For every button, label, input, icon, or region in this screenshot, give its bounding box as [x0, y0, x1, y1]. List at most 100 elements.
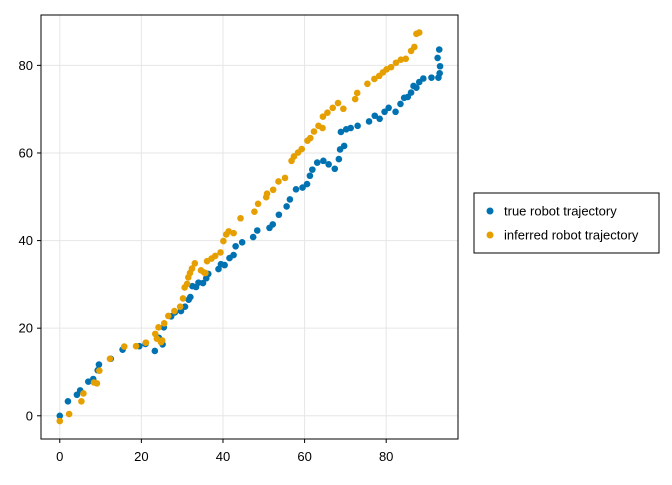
series-2-point	[202, 269, 209, 277]
series-1-point	[221, 261, 228, 269]
series-2-point	[155, 324, 162, 331]
series-1-point	[428, 74, 435, 81]
series-2-point	[364, 80, 371, 88]
series-2-point	[298, 145, 306, 153]
series-2-point	[217, 249, 224, 256]
series-1-point	[249, 233, 257, 241]
series-1-point	[320, 157, 327, 165]
series-1-point	[434, 54, 441, 62]
series-2-point	[220, 237, 227, 245]
series-2-point	[387, 63, 395, 71]
series-2-point	[269, 186, 277, 194]
series-2-point	[179, 295, 187, 302]
series-1-point	[335, 155, 343, 163]
series-1-point	[283, 203, 290, 210]
series-2-point	[307, 134, 314, 142]
series-1-point	[435, 46, 443, 53]
series-2-point	[120, 343, 128, 350]
series-2-point	[158, 337, 166, 344]
series-2-point	[106, 355, 114, 363]
series-2-point	[371, 75, 378, 83]
series-2-point	[402, 55, 410, 63]
series-1-point	[371, 112, 379, 120]
series-1-point	[181, 303, 189, 311]
x-tick-label: 80	[379, 449, 393, 464]
series-1-point	[397, 100, 404, 108]
series-1-point	[199, 279, 207, 287]
series-2-point	[281, 174, 289, 182]
legend-label: true robot trajectory	[504, 204, 617, 219]
series-2-point	[262, 193, 270, 201]
series-1-point	[313, 159, 321, 166]
y-tick-label: 40	[19, 233, 33, 248]
series-1-point	[337, 128, 345, 136]
series-2-point	[132, 342, 140, 350]
series-1-point	[151, 347, 159, 355]
series-1-point	[286, 196, 294, 203]
points-layer	[56, 29, 444, 425]
series-1-point	[306, 172, 314, 180]
series-2-point	[93, 380, 101, 387]
series-1-point	[413, 84, 420, 92]
series-2-point	[56, 417, 64, 425]
series-1-point	[331, 165, 339, 173]
series-2-point	[319, 113, 327, 120]
series-1-point	[376, 115, 383, 123]
x-tick-label: 60	[297, 449, 311, 464]
y-tick-label: 60	[19, 145, 33, 160]
series-2-point	[65, 410, 73, 418]
series-1-point	[347, 124, 354, 132]
series-2-point	[251, 208, 258, 215]
series-1-point	[292, 186, 300, 193]
series-1-point	[95, 361, 103, 368]
series-1-point	[407, 89, 415, 96]
series-1-point	[309, 166, 316, 173]
x-tick-label: 20	[134, 449, 148, 464]
series-1-point	[269, 221, 277, 228]
series-1-point	[436, 69, 443, 77]
series-2-point	[324, 109, 331, 116]
series-1-point	[365, 118, 373, 125]
series-2-point	[78, 398, 85, 405]
x-tick-label: 40	[216, 449, 230, 464]
series-1-point	[385, 104, 392, 112]
series-2-point	[142, 339, 150, 346]
legend-label: inferred robot trajectory	[504, 228, 639, 243]
series-2-point	[160, 320, 168, 327]
series-1-point	[354, 122, 361, 130]
series-1-point	[420, 75, 427, 82]
series-1-point	[238, 239, 246, 246]
series-2-point	[183, 280, 191, 288]
legend-box	[473, 192, 660, 254]
series-1-point	[275, 211, 283, 219]
series-1-point	[381, 108, 388, 116]
series-2-point	[171, 307, 178, 315]
series-2-point	[334, 99, 342, 107]
series-1-point	[340, 142, 348, 150]
plot-frame	[40, 14, 459, 440]
legend-marker	[486, 231, 494, 239]
series-1-point	[187, 293, 194, 301]
legend-marker	[486, 207, 494, 215]
series-2-point	[237, 214, 244, 222]
series-2-point	[254, 200, 262, 208]
x-tick-label: 0	[56, 449, 63, 464]
series-2-point	[392, 59, 400, 67]
series-2-point	[340, 105, 347, 113]
series-1-point	[232, 242, 239, 250]
series-2-point	[290, 153, 298, 160]
series-2-point	[191, 260, 199, 267]
series-1-point	[303, 180, 311, 188]
series-2-point	[230, 229, 237, 237]
series-1-point	[325, 161, 332, 168]
series-1-point	[230, 251, 237, 259]
series-2-point	[397, 56, 405, 63]
series-1-point	[64, 398, 72, 405]
legend: true robot trajectory inferred robot traj…	[473, 192, 660, 254]
series-1-point	[392, 108, 399, 116]
series-2-point	[415, 29, 423, 36]
series-1-point	[56, 412, 64, 420]
series-2-point	[275, 178, 282, 185]
series-2-point	[165, 312, 172, 320]
